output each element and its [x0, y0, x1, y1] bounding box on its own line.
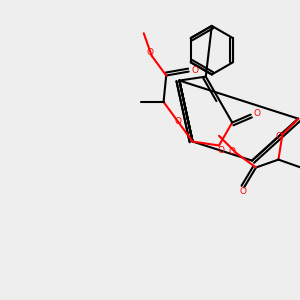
Text: O: O [147, 48, 154, 57]
Text: O: O [175, 117, 182, 126]
Text: O: O [217, 146, 224, 155]
Text: O: O [253, 109, 260, 118]
Text: O: O [191, 66, 198, 75]
Text: O: O [228, 147, 235, 156]
Text: O: O [239, 187, 246, 196]
Text: O: O [275, 131, 282, 140]
